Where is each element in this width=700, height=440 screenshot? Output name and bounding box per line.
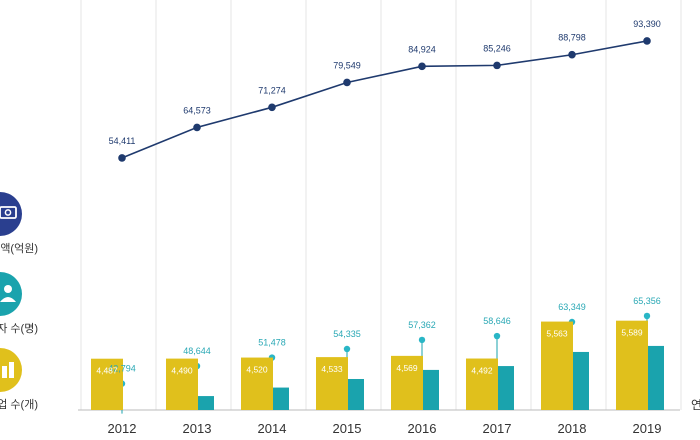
x-axis: 2012 2013 2014 2015 2016 2017 2018 2019 [108, 421, 662, 436]
bar-dot [643, 312, 651, 320]
data-label-companies: 4,492 [471, 366, 493, 376]
bar-companies [166, 358, 198, 410]
x-tick-label: 2019 [633, 421, 662, 436]
line-point [643, 37, 651, 45]
data-label-sales: 84,924 [408, 44, 436, 54]
building-icon [0, 348, 22, 392]
money-icon [0, 192, 22, 236]
data-label-employees: 65,356 [633, 296, 661, 306]
line-point [193, 123, 201, 132]
legend-label-companies: 업 수(개) [0, 399, 38, 411]
bar-companies [241, 357, 273, 410]
bar-dot [343, 345, 351, 353]
x-tick-label: 2015 [333, 421, 362, 436]
data-label-employees: 51,478 [258, 338, 286, 348]
line-point [268, 103, 276, 112]
data-label-companies: 5,589 [621, 328, 643, 338]
data-label-sales: 93,390 [633, 19, 661, 29]
data-label-sales: 71,274 [258, 85, 286, 95]
bar-companies [91, 358, 123, 410]
bar-dot [418, 336, 426, 344]
data-label-employees: 63,349 [558, 302, 586, 312]
data-label-companies: 4,533 [321, 364, 343, 374]
x-tick-label: 2013 [183, 421, 212, 436]
data-label-sales: 79,549 [333, 60, 361, 70]
data-label-employees: 58,646 [483, 316, 511, 326]
data-label-employees: 54,335 [333, 329, 361, 339]
bars [91, 312, 664, 414]
x-tick-label: 2017 [483, 421, 512, 436]
bar-companies [541, 321, 573, 410]
bar-companies [466, 358, 498, 410]
legend-label-sales: 액(억원) [0, 243, 38, 255]
line [118, 37, 651, 162]
data-label-sales: 64,573 [183, 105, 211, 115]
data-label-companies: 4,490 [171, 366, 193, 376]
data-label-companies: 4,569 [396, 363, 418, 373]
x-tick-label: 2016 [408, 421, 437, 436]
data-label-companies: 4,487 [96, 366, 118, 376]
line-point [418, 62, 426, 71]
bar-companies [616, 320, 648, 410]
x-tick-label: 2018 [558, 421, 587, 436]
line-point [568, 50, 576, 59]
x-tick-label: 2012 [108, 421, 137, 436]
line-sales [121, 40, 648, 159]
bar-companies [391, 355, 423, 410]
data-label-sales: 54,411 [109, 136, 136, 146]
data-label-employees: 42,794 [108, 364, 136, 374]
line-point [493, 61, 501, 70]
bar-dot [493, 332, 501, 340]
bar-companies [316, 357, 348, 410]
x-tick-label: 2014 [258, 421, 287, 436]
line-point [118, 154, 126, 162]
data-label-companies: 4,520 [246, 365, 268, 375]
grid [78, 0, 682, 411]
data-label-employees: 57,362 [408, 320, 436, 330]
data-label-companies: 5,563 [546, 329, 568, 339]
data-label-sales: 88,798 [558, 33, 586, 43]
x-axis-title-fragment: 연 [691, 398, 700, 412]
line-point [343, 78, 351, 87]
data-label-sales: 85,246 [483, 43, 511, 53]
person-icon [0, 272, 22, 316]
data-label-employees: 48,644 [183, 346, 211, 356]
legend-label-employees: 자 수(명) [0, 323, 38, 335]
